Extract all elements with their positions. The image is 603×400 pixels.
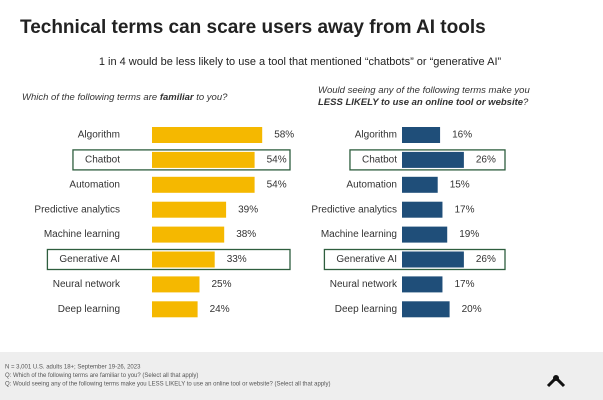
- value-label: 26%: [476, 254, 496, 265]
- bar: [152, 276, 200, 293]
- value-label: 54%: [267, 155, 287, 166]
- question-part: LIKELY: [343, 97, 380, 108]
- question: Would seeing any of the following terms …: [318, 85, 532, 108]
- category-label: Machine learning: [321, 229, 397, 240]
- category-label: Algorithm: [78, 130, 120, 141]
- highlight-box: [72, 149, 291, 171]
- question-part: online: [423, 97, 454, 108]
- value-label: 58%: [274, 130, 294, 141]
- bar: [402, 226, 448, 243]
- question-part: use: [390, 97, 410, 108]
- value-label: 17%: [454, 204, 474, 215]
- category-label: Algorithm: [355, 130, 397, 141]
- highlight-box: [46, 248, 291, 271]
- category-label: Deep learning: [335, 304, 397, 315]
- category-label: Generative AI: [336, 254, 397, 265]
- question-part: to: [378, 97, 390, 108]
- question-part: to you?: [194, 92, 229, 103]
- category-label: Neural network: [53, 279, 121, 290]
- question-part: ?: [523, 97, 529, 108]
- category-label: Neural network: [330, 279, 398, 290]
- bar: [402, 201, 443, 218]
- title: Technical terms can scare users away fro…: [20, 17, 486, 38]
- question-part: LESS: [318, 97, 343, 108]
- logo: [546, 375, 566, 388]
- category-label: Chatbot: [85, 155, 120, 166]
- bar: [152, 251, 215, 268]
- question-part: familiar: [160, 92, 195, 103]
- category-label: Chatbot: [362, 155, 397, 166]
- category-label: Deep learning: [58, 304, 120, 315]
- category-label: Generative AI: [59, 254, 120, 265]
- category-label: Automation: [346, 179, 397, 190]
- value-label: 39%: [238, 204, 258, 215]
- highlight-box: [349, 149, 506, 171]
- footnote: Q: Which of the following terms are fami…: [5, 373, 198, 379]
- subtitle: 1 in 4 would be less likely to use a too…: [99, 56, 502, 68]
- question-part: or: [473, 97, 486, 108]
- footer-band: [0, 352, 603, 400]
- question: Which of the following terms are familia…: [22, 92, 228, 103]
- question-part: tool: [453, 97, 473, 108]
- value-label: 54%: [267, 179, 287, 190]
- value-label: 20%: [462, 304, 482, 315]
- bar: [152, 127, 263, 143]
- value-label: 16%: [452, 130, 472, 141]
- bar: [152, 151, 255, 168]
- value-label: 33%: [227, 254, 247, 265]
- category-label: Predictive analytics: [34, 204, 120, 215]
- bar: [402, 276, 443, 293]
- question-part: Which of the following terms are: [22, 92, 160, 103]
- bar: [402, 301, 450, 318]
- question-part: an: [409, 97, 423, 108]
- value-label: 19%: [459, 229, 479, 240]
- category-label: Automation: [69, 179, 120, 190]
- value-label: 25%: [212, 279, 232, 290]
- value-label: 26%: [476, 155, 496, 166]
- value-label: 15%: [450, 179, 470, 190]
- bar: [402, 151, 464, 168]
- question-part: Would seeing any of the following terms …: [318, 85, 532, 96]
- bar: [402, 251, 464, 268]
- highlight-box: [323, 248, 506, 271]
- bar: [152, 226, 225, 243]
- value-label: 38%: [236, 229, 256, 240]
- question-part: website: [486, 97, 524, 108]
- bar: [402, 176, 438, 193]
- value-label: 17%: [454, 279, 474, 290]
- category-label: Predictive analytics: [311, 204, 397, 215]
- bar: [152, 176, 255, 193]
- footnote: Q: Would seeing any of the following ter…: [5, 382, 331, 388]
- bar: [402, 127, 441, 143]
- category-label: Machine learning: [44, 229, 120, 240]
- bar: [152, 301, 198, 318]
- value-label: 24%: [210, 304, 230, 315]
- bar: [152, 201, 227, 218]
- footnote: N = 3,001 U.S. adults 18+; September 19-…: [5, 365, 141, 371]
